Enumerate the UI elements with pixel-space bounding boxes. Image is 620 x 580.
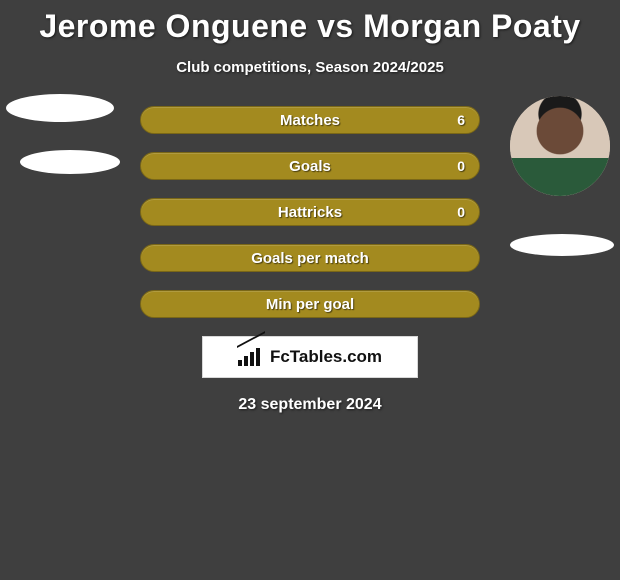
stat-label: Hattricks — [278, 204, 342, 221]
stat-value-right: 0 — [457, 158, 465, 174]
stat-label: Min per goal — [266, 296, 354, 313]
stat-value-right: 0 — [457, 204, 465, 220]
left-placeholder-ellipse-2 — [20, 150, 120, 174]
bar-chart-icon — [238, 348, 264, 366]
stat-label: Goals per match — [251, 250, 369, 267]
source-logo: FcTables.com — [202, 336, 418, 378]
stat-bars: Matches 6 Goals 0 Hattricks 0 Goals per … — [140, 106, 480, 318]
snapshot-date: 23 september 2024 — [0, 396, 620, 414]
stat-bar-min-per-goal: Min per goal — [140, 290, 480, 318]
stat-bar-matches: Matches 6 — [140, 106, 480, 134]
right-placeholder-ellipse-1 — [510, 234, 614, 256]
left-placeholder-ellipse-1 — [6, 94, 114, 122]
stat-bar-goals: Goals 0 — [140, 152, 480, 180]
subtitle: Club competitions, Season 2024/2025 — [0, 59, 620, 76]
page-title: Jerome Onguene vs Morgan Poaty — [0, 0, 620, 45]
stat-label: Goals — [289, 158, 331, 175]
stat-bar-goals-per-match: Goals per match — [140, 244, 480, 272]
stat-label: Matches — [280, 112, 340, 129]
stat-bar-hattricks: Hattricks 0 — [140, 198, 480, 226]
source-logo-text: FcTables.com — [270, 347, 382, 367]
comparison-stage: Matches 6 Goals 0 Hattricks 0 Goals per … — [0, 106, 620, 414]
player-right-avatar — [510, 96, 610, 196]
stat-value-right: 6 — [457, 112, 465, 128]
